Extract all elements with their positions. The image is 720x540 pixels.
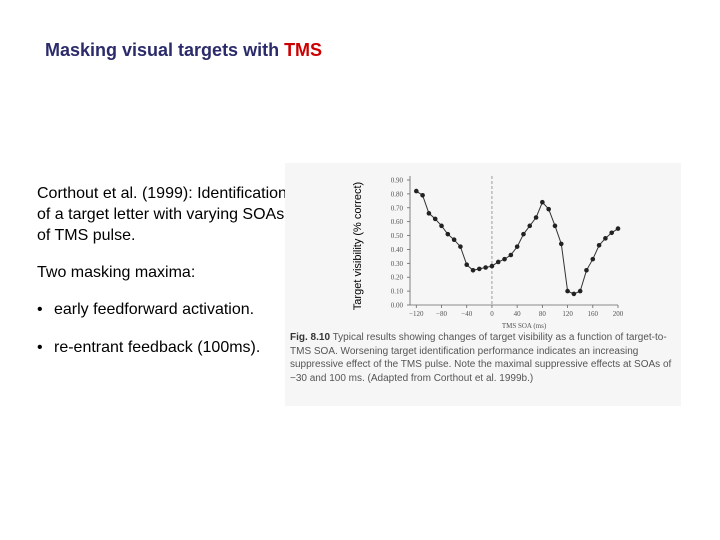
data-point xyxy=(426,211,432,216)
x-axis-label: TMS SOA (ms) xyxy=(502,322,547,330)
y-tick-label: 0.00 xyxy=(391,302,404,310)
data-point xyxy=(477,266,482,272)
data-point xyxy=(495,259,501,265)
series-line xyxy=(416,190,619,295)
data-point xyxy=(414,188,419,194)
bullet-item: re-entrant feedback (100ms). xyxy=(37,337,287,358)
slide-title: Masking visual targets with TMS xyxy=(45,40,322,61)
y-tick-label: 0.20 xyxy=(391,274,404,282)
x-tick-label: 160 xyxy=(588,310,599,318)
data-point xyxy=(464,262,470,268)
x-tick-label: 120 xyxy=(562,310,573,318)
data-point xyxy=(584,267,589,273)
y-tick-label: 0.30 xyxy=(391,260,404,268)
data-point xyxy=(609,230,614,236)
data-point xyxy=(552,223,558,229)
slide-title-accent: TMS xyxy=(284,40,323,60)
data-point xyxy=(445,231,451,237)
data-point xyxy=(502,256,507,262)
x-tick-label: 200 xyxy=(613,310,624,318)
slide-title-main: Masking visual targets with xyxy=(45,40,285,60)
data-point xyxy=(458,244,463,249)
slide-body: Corthout et al. (1999): Identification o… xyxy=(37,183,287,358)
data-point xyxy=(439,223,444,229)
x-tick-label: 40 xyxy=(514,310,522,318)
y-tick-label: 0.90 xyxy=(391,177,404,185)
data-point xyxy=(470,267,476,273)
data-point xyxy=(533,215,539,220)
data-point xyxy=(508,252,514,258)
data-point xyxy=(451,237,457,243)
data-point xyxy=(590,256,596,262)
scanned-figure xyxy=(285,163,681,406)
data-point xyxy=(514,244,520,249)
bullet-list: early feedforward activation. re-entrant… xyxy=(37,299,287,358)
data-point xyxy=(483,265,488,270)
data-point xyxy=(540,199,545,205)
data-point xyxy=(527,223,533,229)
y-tick-label: 0.70 xyxy=(391,204,404,212)
data-point xyxy=(489,263,495,269)
y-tick-label: 0.10 xyxy=(391,288,404,296)
y-tick-label: 0.40 xyxy=(391,246,404,254)
x-tick-label: 0 xyxy=(490,310,494,318)
data-point xyxy=(521,231,526,237)
intro-text: Corthout et al. (1999): Identification o… xyxy=(37,185,287,244)
data-point xyxy=(615,226,621,231)
bullet-item: early feedforward activation. xyxy=(37,299,287,320)
figure-caption-label: Fig. 8.10 xyxy=(290,332,331,343)
figure-caption: Fig. 8.10 Typical results showing change… xyxy=(290,331,682,385)
data-point xyxy=(420,192,425,198)
x-tick-label: −120 xyxy=(409,310,424,318)
data-point xyxy=(571,291,577,297)
x-tick-label: 80 xyxy=(539,310,547,318)
masking-heading: Two masking maxima: xyxy=(37,264,196,281)
data-point xyxy=(432,216,438,222)
data-point xyxy=(577,288,583,294)
y-tick-label: 0.50 xyxy=(391,232,404,240)
figure-caption-text: Typical results showing changes of targe… xyxy=(290,332,672,384)
data-point xyxy=(558,241,564,247)
y-tick-label: 0.80 xyxy=(391,190,404,198)
data-point xyxy=(596,242,602,248)
data-point xyxy=(546,206,551,212)
data-point xyxy=(603,236,608,241)
x-tick-label: −40 xyxy=(461,310,472,318)
x-tick-label: −80 xyxy=(436,310,447,318)
data-point xyxy=(565,288,570,294)
y-tick-label: 0.60 xyxy=(391,218,404,226)
